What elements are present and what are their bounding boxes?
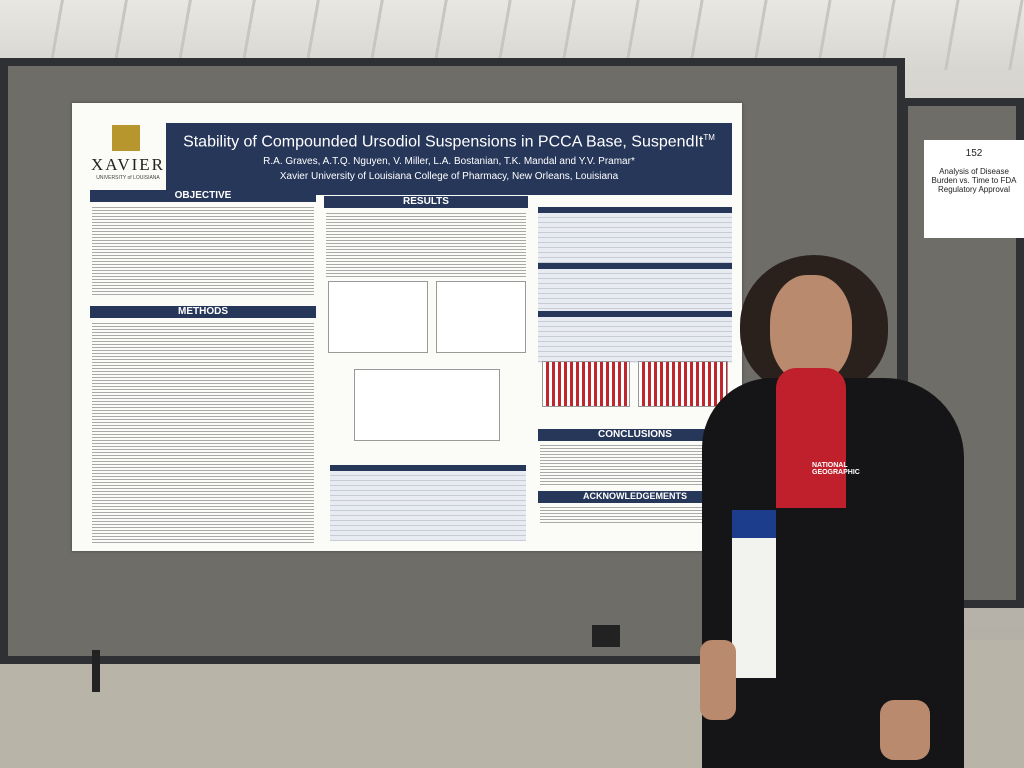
trademark: TM xyxy=(703,133,715,142)
authors: R.A. Graves, A.T.Q. Nguyen, V. Miller, L… xyxy=(263,156,635,168)
body-text xyxy=(540,505,730,525)
body-text xyxy=(92,321,314,543)
section-header: METHODS xyxy=(90,306,316,318)
sign-number: 152 xyxy=(965,148,983,159)
graph xyxy=(328,281,428,353)
chart-image xyxy=(542,361,630,407)
sign: 152 Analysis of Disease Burden vs. Time … xyxy=(924,140,1024,238)
section-header: OBJECTIVE xyxy=(90,190,316,202)
section-header: CONCLUSIONS xyxy=(538,429,732,441)
turtleneck xyxy=(776,368,846,508)
table xyxy=(538,263,732,313)
table xyxy=(538,207,732,267)
body-text xyxy=(326,211,526,277)
section-header: RESULTS xyxy=(324,196,528,208)
logo-shield xyxy=(112,125,140,151)
table xyxy=(330,465,526,541)
body-text xyxy=(92,205,314,297)
badge xyxy=(732,510,776,678)
hand xyxy=(880,700,930,760)
affiliation: Xavier University of Louisiana College o… xyxy=(279,171,619,183)
face xyxy=(770,275,852,383)
chart-image xyxy=(638,361,728,407)
stand-leg xyxy=(92,650,100,692)
sign-text: Analysis of Disease Burden vs. Time to F… xyxy=(931,167,1017,194)
logo-subtitle: UNIVERSITY of LOUISIANA xyxy=(96,175,160,181)
jacket-brand: NATIONAL GEOGRAPHIC xyxy=(812,462,860,476)
graph xyxy=(354,369,500,441)
stand-foot xyxy=(592,625,620,647)
title: Stability of Compounded Ursodiol Suspens… xyxy=(183,133,704,151)
title-bar: Stability of Compounded Ursodiol Suspens… xyxy=(166,123,732,195)
graph xyxy=(436,281,526,353)
poster: XAVIER UNIVERSITY of LOUISIANA Stability… xyxy=(72,103,742,551)
section-header: ACKNOWLEDGEMENTS xyxy=(538,491,732,503)
table xyxy=(538,311,732,363)
hand xyxy=(700,640,736,720)
body-text xyxy=(540,443,730,485)
logo: XAVIER xyxy=(90,155,166,174)
